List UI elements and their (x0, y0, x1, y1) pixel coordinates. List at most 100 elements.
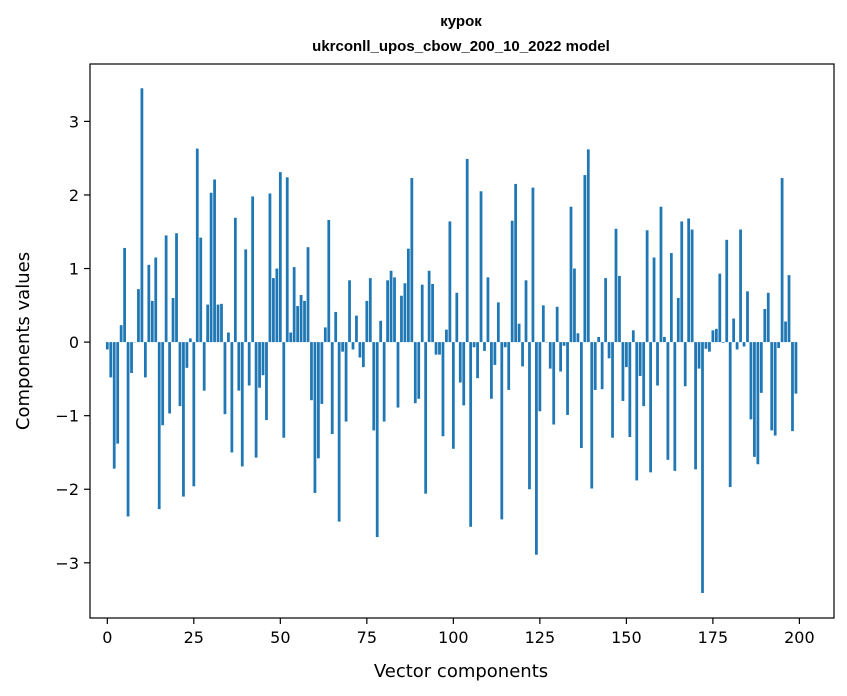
y-axis-label: Components values (13, 252, 34, 430)
bar (483, 342, 486, 351)
bar (621, 342, 625, 401)
bar (690, 229, 694, 343)
bar (199, 237, 203, 343)
bar (403, 283, 407, 343)
bar (687, 218, 691, 343)
bar (400, 295, 403, 343)
bar (278, 172, 282, 343)
bar (635, 342, 639, 481)
bar (261, 342, 265, 376)
bar (192, 342, 196, 487)
bar (763, 309, 767, 343)
bar (642, 342, 646, 407)
bar (375, 342, 379, 538)
bar (233, 217, 237, 343)
bar (517, 323, 521, 343)
bar (791, 342, 794, 432)
bar (119, 325, 123, 343)
bar (438, 342, 441, 355)
bar (573, 268, 576, 343)
x-tick-label: 200 (784, 628, 815, 647)
bar (465, 158, 469, 343)
bar (514, 183, 518, 343)
bar (597, 336, 601, 343)
bar (711, 330, 715, 343)
bar (147, 264, 151, 343)
bar (150, 300, 154, 343)
bar (355, 315, 358, 343)
bar (458, 342, 462, 383)
x-axis-ticks: 0 25 50 75 100 125 150 175 200 (102, 618, 815, 647)
bar (372, 342, 376, 431)
x-tick-label: 175 (698, 628, 729, 647)
bar (794, 342, 798, 394)
bar (417, 342, 421, 399)
bar (628, 342, 632, 438)
bar (645, 230, 649, 343)
bar (739, 229, 742, 343)
bar (393, 277, 396, 343)
bar (223, 342, 227, 415)
bar (123, 247, 126, 343)
bar (566, 342, 569, 415)
bar (680, 221, 684, 343)
bar (344, 342, 348, 422)
bar (586, 149, 590, 343)
x-tick-label: 125 (525, 628, 556, 647)
bar (313, 342, 317, 493)
x-tick-label: 50 (270, 628, 290, 647)
bar (500, 342, 504, 520)
bar (317, 342, 320, 459)
bar (154, 257, 158, 343)
bar (486, 277, 490, 343)
bar (247, 342, 251, 386)
bar (663, 336, 666, 343)
bar (105, 342, 109, 350)
bar (649, 342, 652, 473)
bar (216, 304, 220, 343)
bar (742, 342, 746, 347)
bar (237, 342, 241, 391)
bar (493, 342, 497, 365)
bar (337, 342, 341, 522)
bar (694, 342, 697, 470)
bar (469, 342, 473, 527)
bar (479, 191, 483, 343)
y-axis-ticks: −3 −2 −1 0 1 2 3 (55, 112, 90, 573)
bar (275, 268, 279, 343)
bar (784, 321, 787, 343)
bar (348, 280, 351, 343)
bar (427, 270, 431, 343)
bar (624, 342, 628, 368)
bar (538, 342, 542, 412)
bar (161, 342, 165, 426)
bar (676, 297, 680, 343)
bar (756, 342, 760, 465)
bar (448, 221, 452, 343)
bar (611, 342, 614, 438)
bar (251, 196, 255, 343)
bar (268, 193, 272, 343)
bar (666, 342, 670, 460)
bar (202, 342, 206, 391)
bar (112, 342, 116, 469)
bar (521, 342, 524, 367)
bar (361, 342, 365, 368)
bar (140, 88, 144, 343)
x-tick-label: 100 (438, 628, 469, 647)
bar (171, 297, 175, 343)
bar (157, 342, 161, 510)
bar (728, 342, 732, 488)
bar (718, 273, 722, 343)
bar (143, 342, 147, 378)
bar (445, 329, 448, 343)
bar (725, 239, 729, 343)
bar (299, 295, 303, 343)
bar (382, 342, 386, 422)
bar (168, 342, 171, 414)
bars-group (105, 88, 798, 593)
bar (451, 342, 455, 449)
bar (130, 342, 133, 373)
bar (583, 175, 587, 343)
bar (292, 267, 296, 343)
